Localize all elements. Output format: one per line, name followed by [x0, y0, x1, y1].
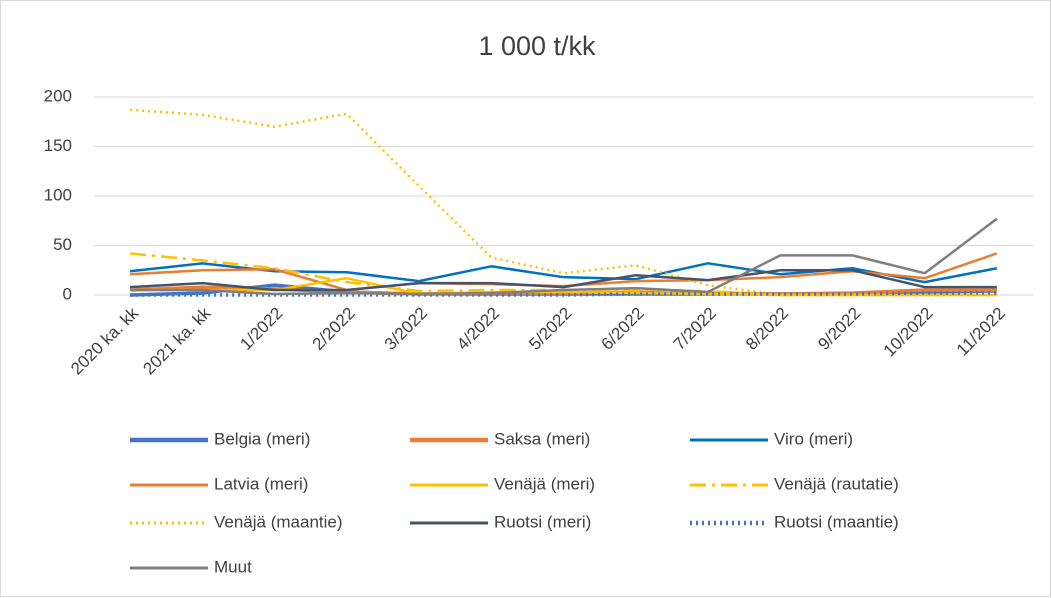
series-line — [129, 262, 998, 284]
legend-label: Belgia (meri) — [214, 429, 310, 448]
legend-label: Venäjä (rautatie) — [774, 474, 899, 493]
legend-label: Latvia (meri) — [214, 474, 308, 493]
series-line — [130, 217, 998, 296]
y-tick-label: 100 — [44, 185, 72, 204]
y-tick-label: 150 — [44, 136, 72, 155]
legend-label: Venäjä (meri) — [494, 474, 595, 493]
y-tick-label: 200 — [44, 86, 72, 105]
legend-label: Saksa (meri) — [494, 429, 590, 448]
series-line — [130, 108, 997, 297]
y-tick-label: 0 — [63, 284, 72, 303]
legend-label: Venäjä (maantie) — [214, 512, 343, 531]
chart-title: 1 000 t/kk — [478, 31, 596, 61]
series-line — [130, 269, 997, 292]
legend-label: Ruotsi (maantie) — [774, 512, 899, 531]
legend-label: Viro (meri) — [774, 429, 853, 448]
y-tick-label: 50 — [53, 235, 72, 254]
legend-label: Muut — [214, 557, 252, 576]
legend-label: Ruotsi (meri) — [494, 512, 591, 531]
